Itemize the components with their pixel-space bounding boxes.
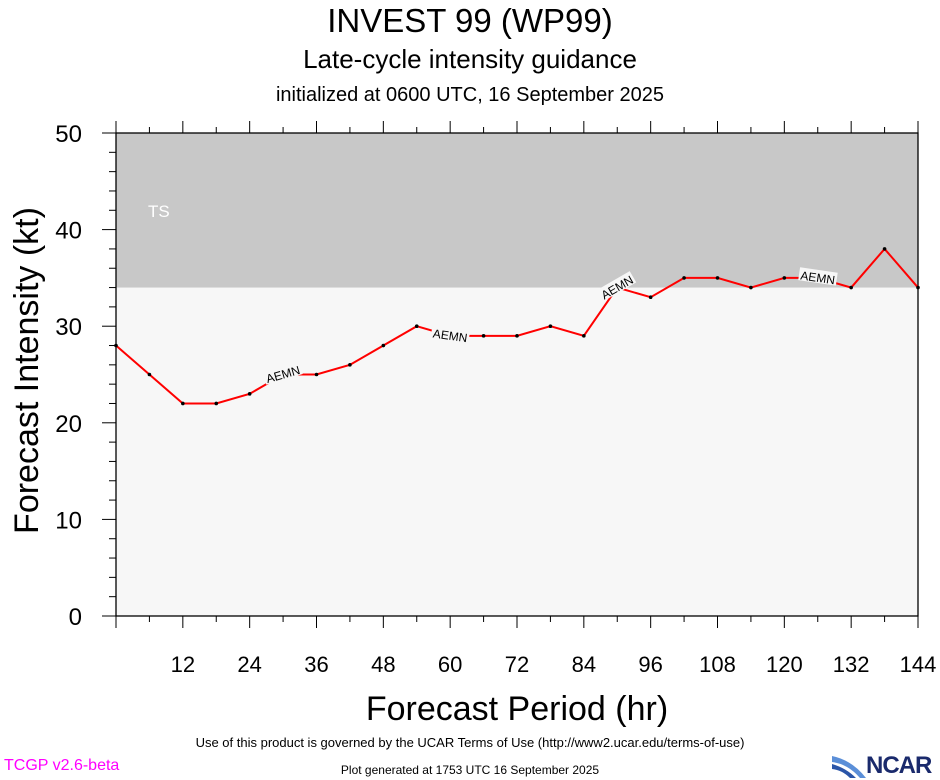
data-point xyxy=(181,401,185,406)
y-tick-label: 50 xyxy=(55,121,82,148)
x-tick-label: 132 xyxy=(833,652,870,677)
data-point xyxy=(648,295,653,300)
data-point xyxy=(348,363,352,367)
data-point xyxy=(782,276,787,280)
generated-timestamp: Plot generated at 1753 UTC 16 September … xyxy=(340,763,600,777)
data-point xyxy=(548,324,553,329)
x-tick-label: 60 xyxy=(438,652,462,677)
y-tick-label: 0 xyxy=(69,604,82,631)
ncar-logo: NCAR xyxy=(830,752,940,780)
x-tick-label: 12 xyxy=(171,652,195,677)
x-tick-label: 48 xyxy=(371,652,395,677)
ncar-logo-text: NCAR xyxy=(866,752,932,779)
data-point xyxy=(849,285,853,290)
band-label-ts: TS xyxy=(148,202,170,221)
series-inline-label: AEMN xyxy=(432,326,468,345)
intensity-chart: TS 12 24 36 48 60 72 84 96 108 120 132 144 0 10 20 30 40 5… xyxy=(8,121,937,728)
y-axis-title: Forecast Intensity (kt) xyxy=(8,207,46,534)
series-label-bg xyxy=(430,325,471,344)
data-point xyxy=(414,324,419,329)
series-label-bg xyxy=(262,361,303,385)
data-point xyxy=(481,334,486,338)
ncar-swoosh-icon xyxy=(832,756,866,778)
chart-title: INVEST 99 (WP99) xyxy=(327,2,613,39)
init-time-line: initialized at 0600 UTC, 16 September 20… xyxy=(275,84,664,106)
intensity-band-ts xyxy=(116,133,918,288)
series-label-bg xyxy=(596,271,637,302)
series-inline-label: AEMN xyxy=(800,268,836,287)
data-point xyxy=(682,276,686,280)
version-label: TCGP v2.6-beta xyxy=(4,757,120,774)
terms-of-use-text: Use of this product is governed by the U… xyxy=(195,735,745,750)
x-tick-label: 24 xyxy=(237,652,261,677)
x-tick-label: 72 xyxy=(505,652,529,677)
x-tick-label: 36 xyxy=(304,652,328,677)
y-tick-label: 20 xyxy=(55,411,82,438)
y-tick-label: 10 xyxy=(55,507,82,534)
data-point xyxy=(314,372,319,377)
chart-subtitle: Late-cycle intensity guidance xyxy=(303,44,637,74)
data-point xyxy=(247,392,252,396)
x-tick-label: 96 xyxy=(638,652,662,677)
data-point xyxy=(916,285,920,290)
data-point xyxy=(381,343,386,348)
data-point xyxy=(214,401,219,406)
x-tick-label: 108 xyxy=(699,652,736,677)
data-point xyxy=(114,343,118,348)
data-point xyxy=(582,334,586,338)
x-axis-title: Forecast Period (hr) xyxy=(366,690,668,728)
data-point xyxy=(749,285,753,290)
data-point xyxy=(715,276,720,280)
data-point xyxy=(147,372,152,377)
data-point xyxy=(882,247,887,251)
y-tick-label: 30 xyxy=(55,314,82,341)
series-label-bg xyxy=(798,267,838,286)
x-tick-label: 120 xyxy=(766,652,803,677)
data-point xyxy=(515,334,519,338)
y-tick-label: 40 xyxy=(55,218,82,245)
x-tick-label: 84 xyxy=(572,652,596,677)
x-tick-label: 144 xyxy=(900,652,937,677)
